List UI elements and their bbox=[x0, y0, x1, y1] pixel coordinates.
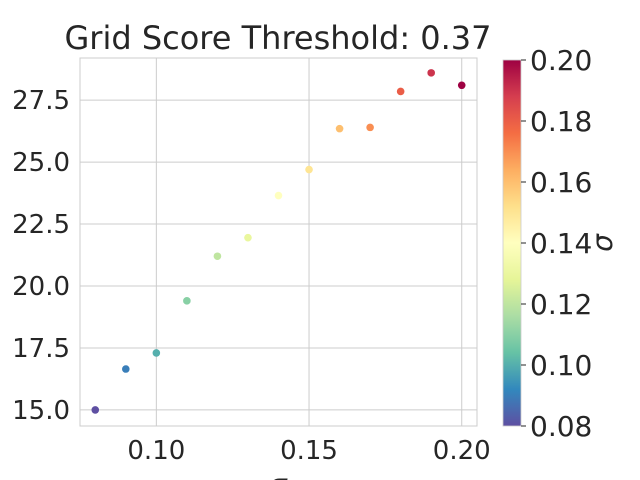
x-tick-label: 0.10 bbox=[127, 436, 185, 466]
plot-frame bbox=[79, 57, 478, 427]
colorbar-label: σ bbox=[586, 233, 619, 252]
data-point bbox=[335, 124, 344, 133]
chart-title: Grid Score Threshold: 0.37 bbox=[64, 19, 491, 57]
colorbar-tick-label: 0.20 bbox=[530, 44, 592, 77]
x-tick-label: 0.15 bbox=[280, 436, 338, 466]
colorbar-tick-label: 0.10 bbox=[530, 349, 592, 382]
grid-lines bbox=[80, 58, 477, 426]
data-point bbox=[396, 87, 405, 96]
x-tick-labels: 0.10 0.15 0.20 bbox=[127, 436, 490, 466]
colorbar-tick-label: 0.12 bbox=[530, 288, 592, 321]
data-point bbox=[427, 69, 435, 77]
data-point bbox=[152, 349, 161, 357]
data-point bbox=[244, 233, 252, 242]
y-tick-labels: 15.0 17.5 20.0 22.5 25.0 27.5 bbox=[12, 86, 70, 426]
data-point bbox=[457, 81, 466, 90]
colorbar bbox=[503, 60, 521, 426]
data-point bbox=[122, 365, 130, 373]
colorbar-tick-label: 0.14 bbox=[530, 227, 592, 260]
y-tick-label: 25.0 bbox=[12, 148, 70, 178]
data-points bbox=[91, 69, 466, 414]
data-point bbox=[366, 123, 374, 132]
data-point bbox=[91, 406, 100, 414]
colorbar-tick-label: 0.18 bbox=[530, 105, 592, 138]
plot-area bbox=[80, 58, 477, 426]
y-tick-label: 22.5 bbox=[12, 210, 70, 240]
data-point bbox=[183, 297, 191, 305]
x-tick-label: 0.20 bbox=[433, 436, 491, 466]
colorbar-tick-label: 0.16 bbox=[530, 166, 592, 199]
x-axis-label: σ bbox=[269, 468, 288, 480]
y-tick-label: 17.5 bbox=[12, 334, 70, 364]
data-point bbox=[305, 165, 313, 174]
colorbar-tick-labels: 0.08 0.10 0.12 0.14 0.16 0.18 0.20 bbox=[521, 44, 592, 443]
y-tick-label: 20.0 bbox=[12, 272, 70, 302]
data-point bbox=[274, 191, 283, 200]
colorbar-tick-label: 0.08 bbox=[530, 410, 592, 443]
y-tick-label: 27.5 bbox=[12, 86, 70, 116]
y-tick-label: 15.0 bbox=[12, 396, 70, 426]
data-point bbox=[213, 252, 222, 261]
